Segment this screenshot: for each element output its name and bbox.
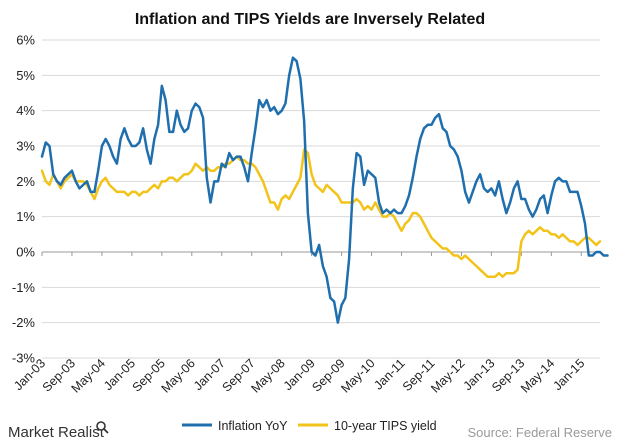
x-tick-label: May-10 bbox=[338, 356, 377, 395]
y-axis-ticks: -3% -2% -1% 0% 1% 2% 3% 4% 5% 6% bbox=[12, 33, 36, 366]
y-tick-label: -1% bbox=[12, 280, 36, 295]
x-tick-label: May-14 bbox=[518, 356, 557, 395]
series-line-tips bbox=[40, 148, 602, 278]
brand-text: Market Realist bbox=[8, 424, 105, 441]
y-tick-label: 0% bbox=[16, 245, 35, 260]
y-tick-label: 4% bbox=[16, 103, 35, 118]
y-tick-label: -3% bbox=[12, 351, 36, 366]
y-tick-label: 3% bbox=[16, 139, 35, 154]
legend-label-inflation: Inflation YoY bbox=[218, 419, 288, 433]
series-lines bbox=[40, 56, 609, 324]
magnifier-icon bbox=[96, 421, 106, 431]
y-tick-label: 5% bbox=[16, 68, 35, 83]
legend: Inflation YoY 10-year TIPS yield bbox=[182, 419, 437, 433]
market-realist-logo: Market Realist bbox=[8, 421, 109, 441]
x-tick-label: Jan-15 bbox=[550, 356, 587, 393]
y-tick-label: 2% bbox=[16, 174, 35, 189]
x-tick-label: May-04 bbox=[69, 356, 108, 395]
chart-title: Inflation and TIPS Yields are Inversely … bbox=[135, 11, 485, 28]
y-tick-label: 1% bbox=[16, 209, 35, 224]
y-tick-label: -2% bbox=[12, 315, 36, 330]
magnifier-handle bbox=[103, 428, 109, 434]
gridlines bbox=[42, 39, 600, 359]
y-tick-label: 6% bbox=[16, 33, 35, 48]
x-tick-label: May-12 bbox=[428, 356, 467, 395]
legend-label-tips: 10-year TIPS yield bbox=[334, 419, 437, 433]
x-tick-label: May-06 bbox=[159, 356, 198, 395]
source-note: Source: Federal Reserve bbox=[467, 425, 612, 440]
series-line-inflation bbox=[40, 56, 609, 324]
x-tick-label: May-08 bbox=[248, 356, 287, 395]
